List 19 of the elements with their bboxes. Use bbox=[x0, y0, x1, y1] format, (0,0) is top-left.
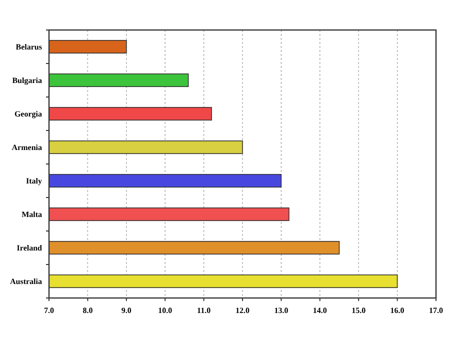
y-tick-label: Malta bbox=[22, 210, 42, 220]
x-tick-label: 12.0 bbox=[236, 306, 250, 315]
y-tick-label: Armenia bbox=[12, 143, 42, 152]
y-tick-label: Georgia bbox=[14, 110, 42, 119]
y-tick-label: Italy bbox=[26, 176, 42, 186]
x-tick-label: 11.0 bbox=[197, 306, 211, 315]
y-tick-label: Ireland bbox=[16, 244, 43, 253]
x-tick-label: 14.0 bbox=[312, 306, 327, 315]
x-tick-label: 17.0 bbox=[429, 306, 443, 315]
x-tick-label: 15.0 bbox=[352, 306, 366, 315]
x-tick-label: 10.0 bbox=[158, 306, 172, 315]
y-tick-label: Australia bbox=[10, 277, 42, 286]
x-tick-label: 9.0 bbox=[121, 306, 132, 315]
x-tick-label: 7.0 bbox=[44, 306, 54, 315]
x-tick-label: 8.0 bbox=[82, 306, 93, 315]
y-tick-label: Belarus bbox=[16, 42, 42, 52]
y-tick-label: Bulgaria bbox=[12, 76, 42, 86]
x-tick-label: 16.0 bbox=[390, 306, 404, 315]
x-tick-label: 13.0 bbox=[274, 306, 288, 315]
